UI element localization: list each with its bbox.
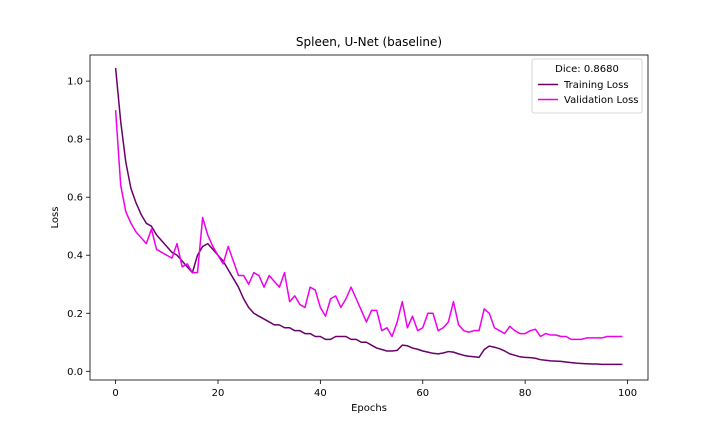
y-axis-label: Loss [50, 207, 61, 229]
x-tick-label: 80 [519, 388, 532, 399]
legend-box [531, 58, 643, 114]
y-tick-label: 1.0 [67, 77, 83, 88]
x-axis-ticks: 0 20 40 60 80 100 [112, 380, 637, 399]
y-tick-label: 0.8 [67, 135, 83, 146]
legend-entries: Training Loss Validation Loss [538, 80, 639, 106]
y-tick-label: 0.0 [67, 367, 83, 378]
x-tick-label: 100 [618, 388, 637, 399]
series-layer [114, 67, 623, 366]
plot-frame [89, 54, 649, 381]
y-tick-label: 0.6 [67, 193, 83, 204]
x-tick-label: 60 [416, 388, 429, 399]
series-line-validation-loss [114, 110, 623, 341]
legend-label: Validation Loss [564, 95, 639, 106]
y-axis-ticks: 0.0 0.2 0.4 0.6 0.8 1.0 [67, 77, 90, 378]
x-tick-label: 40 [314, 388, 327, 399]
legend-title: Dice: 0.8680 [555, 64, 619, 75]
x-tick-label: 20 [212, 388, 225, 399]
legend: Dice: 0.8680 Training Loss Validation Los… [531, 58, 643, 114]
chart-title: Spleen, U-Net (baseline) [296, 35, 442, 49]
y-tick-label: 0.2 [67, 309, 83, 320]
y-tick-label: 0.4 [67, 251, 83, 262]
x-tick-label: 0 [112, 388, 118, 399]
legend-label: Training Loss [563, 80, 629, 91]
x-axis-label: Epochs [351, 403, 387, 414]
plot-area [89, 54, 649, 381]
